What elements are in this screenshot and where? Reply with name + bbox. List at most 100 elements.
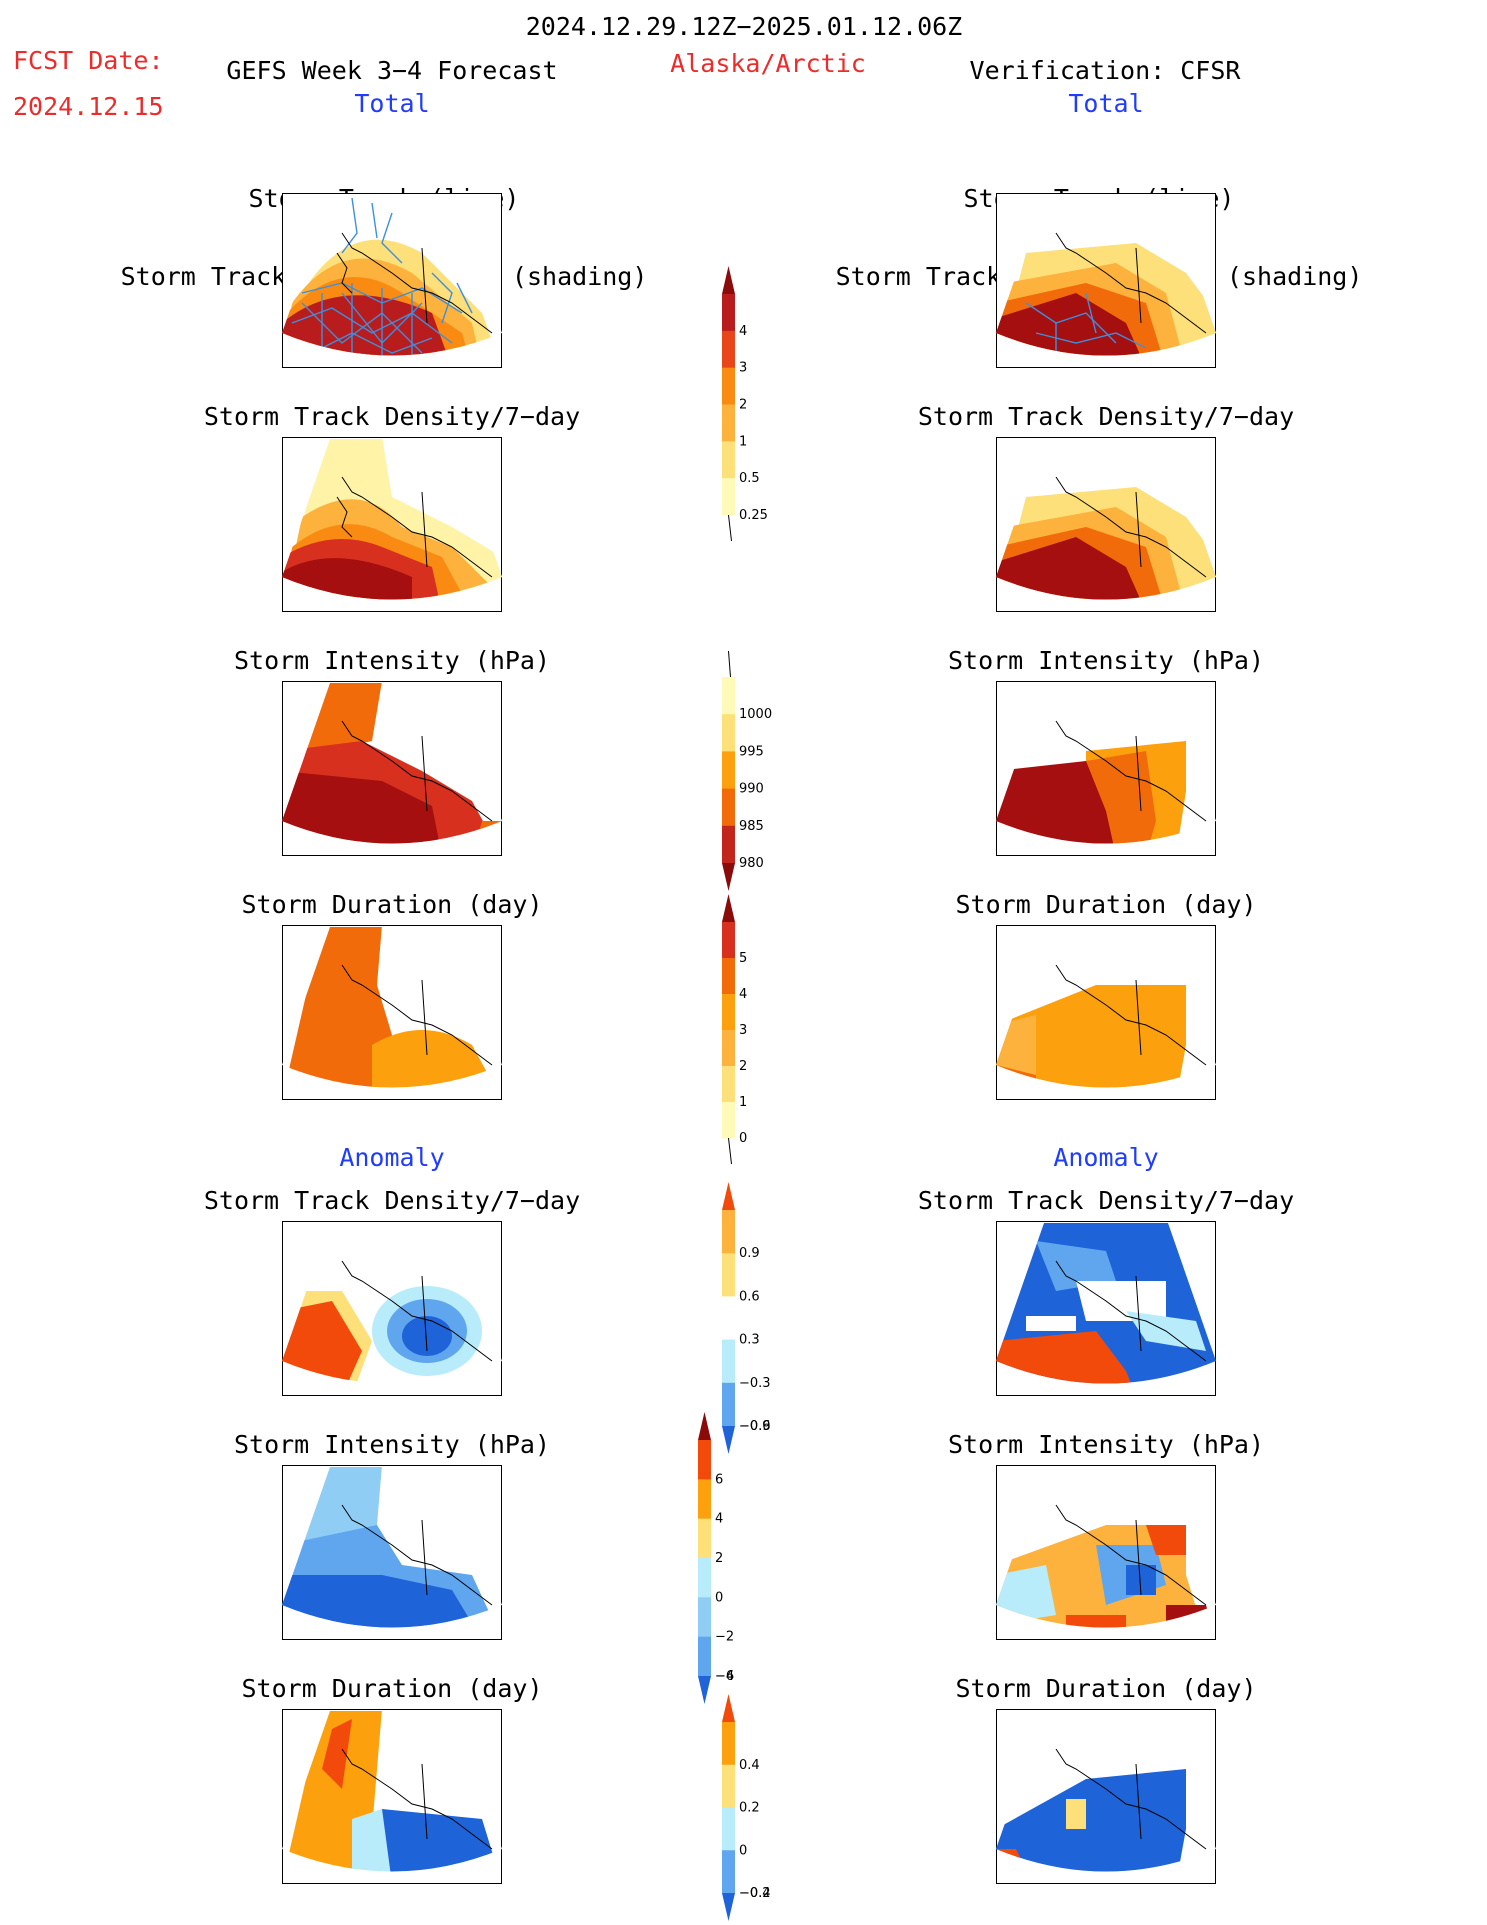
- colorbar-segment: [722, 677, 735, 715]
- colorbar-intensity-anomaly: 6 4 2 0 −2 −4−6: [698, 1412, 734, 1704]
- colorbar-tick-label: 1: [739, 1095, 747, 1110]
- colorbar-segment: [722, 1764, 735, 1808]
- colorbar-segment: [698, 1440, 711, 1480]
- colorbar-tick-label: 6: [715, 1472, 723, 1487]
- colorbar-segment: [698, 1636, 711, 1677]
- panel-title-intensity-right: Storm Intensity (hPa): [947, 646, 1265, 675]
- colorbar-top-arrow: [722, 1694, 735, 1722]
- panel-title-density-right: Storm Track Density/7−day: [917, 402, 1295, 431]
- colorbar-segment: [722, 751, 735, 790]
- fcst-date: 2024.12.15: [13, 92, 164, 121]
- map-intensity-forecast: [282, 681, 502, 856]
- colorbar-bottom-tail: [728, 1137, 732, 1165]
- anomaly-label-right: Anomaly: [1053, 1143, 1159, 1172]
- colorbar-tick-label: 0.6: [739, 1289, 760, 1304]
- colorbar-tick-label: 4: [739, 987, 747, 1002]
- colorbar-tick-label: 1: [739, 434, 747, 449]
- colorbar-tick-label: 995: [739, 744, 764, 759]
- colorbar-tick-label: 0: [739, 1131, 747, 1146]
- colorbar-tick-label: −0.3: [739, 1376, 771, 1391]
- colorbar-tick-label: 4: [715, 1512, 723, 1527]
- colorbar-tick-label: 0.2: [739, 1801, 760, 1816]
- right-column-title: Verification: CFSR: [969, 56, 1241, 85]
- colorbar-segment: [722, 788, 735, 827]
- panel-title-density-left: Storm Track Density/7−day: [203, 402, 581, 431]
- colorbar-tick-label: 5: [739, 951, 747, 966]
- map-track-verification: [996, 193, 1216, 368]
- colorbar-tick-label: 0.25: [739, 508, 768, 523]
- colorbar-tick-label: 0.4: [739, 1758, 760, 1773]
- map-duration-anomaly-forecast: [282, 1709, 502, 1884]
- map-intensity-verification: [996, 681, 1216, 856]
- colorbar-tick-label: 3: [739, 361, 747, 376]
- colorbar-top-tail: [728, 650, 731, 678]
- map-density-forecast: [282, 437, 502, 612]
- colorbar-tick-label: −6: [715, 1669, 734, 1684]
- colorbar-segment: [722, 1382, 735, 1427]
- colorbar-intensity-total: 1000 995 990 985 980: [722, 650, 772, 891]
- colorbar-segment: [722, 294, 735, 332]
- colorbar-density-total: 4 3 2 1 0.5 0.25: [722, 266, 768, 542]
- colorbar-tick-label: −2: [715, 1630, 734, 1645]
- colorbar-segment: [722, 1030, 735, 1067]
- colorbar-bottom-arrow: [722, 863, 735, 891]
- colorbar-tick-label: 4: [739, 324, 747, 339]
- left-column-title: GEFS Week 3−4 Forecast: [226, 56, 558, 85]
- colorbar-tick-label: 1000: [739, 707, 772, 722]
- colorbar-tick-label: 0.5: [739, 471, 760, 486]
- colorbar-segment: [722, 1102, 735, 1139]
- panel-title-anom-intensity-right: Storm Intensity (hPa): [947, 1430, 1265, 1459]
- colorbar-segment: [698, 1558, 711, 1598]
- colorbar-top-arrow: [722, 266, 735, 294]
- colorbar-segment: [722, 1210, 735, 1254]
- total-label-right: Total: [1068, 89, 1144, 118]
- colorbar-tick-label: −0.2: [739, 1886, 771, 1901]
- colorbar-segment: [722, 825, 735, 864]
- panel-title-duration-left: Storm Duration (day): [241, 890, 543, 919]
- colorbar-bottom-tail: [728, 514, 732, 542]
- colorbar-segment: [722, 330, 735, 369]
- date-range: 2024.12.29.12Z−2025.01.12.06Z: [525, 12, 963, 41]
- colorbar-tick-label: 990: [739, 782, 764, 797]
- colorbar-segment: [722, 994, 735, 1031]
- map-duration-forecast: [282, 925, 502, 1100]
- colorbar-duration-total: 5 4 3 2 1 0: [722, 894, 747, 1165]
- colorbar-tick-label: 2: [739, 1059, 747, 1074]
- map-duration-anomaly-verification: [996, 1709, 1216, 1884]
- colorbar-segment: [722, 367, 735, 405]
- colorbar-tick-label: −0.4: [739, 1886, 771, 1901]
- colorbar-tick-label: 980: [739, 856, 764, 871]
- total-label-left: Total: [354, 89, 430, 118]
- colorbar-tick-label: 0.3: [739, 1333, 760, 1348]
- colorbar-duration-anomaly: 0.4 0.2 0 −0.2−0.4: [722, 1694, 771, 1921]
- colorbar-segment: [722, 958, 735, 995]
- fcst-label: FCST Date:: [13, 46, 164, 75]
- colorbar-tick-label: 3: [739, 1023, 747, 1038]
- colorbar-tick-label: 985: [739, 819, 764, 834]
- map-intensity-anomaly-forecast: [282, 1465, 502, 1640]
- map-density-anomaly-verification: [996, 1221, 1216, 1396]
- colorbar-tick-label: 0: [715, 1590, 723, 1605]
- colorbar-segment: [722, 1807, 735, 1851]
- colorbar-segment: [722, 404, 735, 442]
- colorbar-segment: [722, 441, 735, 479]
- panel-title-anom-duration-left: Storm Duration (day): [241, 1674, 543, 1703]
- panel-title-anom-intensity-left: Storm Intensity (hPa): [233, 1430, 551, 1459]
- colorbar-top-arrow: [722, 894, 735, 922]
- colorbar-segment: [722, 478, 735, 516]
- colorbar-tick-label: −4: [715, 1669, 734, 1684]
- colorbar-tick-label: 2: [715, 1551, 723, 1566]
- colorbar-segment: [722, 1296, 735, 1341]
- colorbar-top-arrow: [722, 1182, 735, 1210]
- colorbar-tick-label: 0: [739, 1843, 747, 1858]
- region-label: Alaska/Arctic: [670, 49, 866, 78]
- anomaly-label-left: Anomaly: [339, 1143, 445, 1172]
- colorbar-bottom-arrow: [722, 1426, 735, 1454]
- map-density-anomaly-forecast: [282, 1221, 502, 1396]
- colorbar-segment: [722, 1722, 735, 1766]
- colorbar-tick-label: 2: [739, 398, 747, 413]
- colorbar-segment: [722, 1339, 735, 1384]
- colorbar-segment: [722, 922, 735, 959]
- panel-title-intensity-left: Storm Intensity (hPa): [233, 646, 551, 675]
- panel-title-anom-density-left: Storm Track Density/7−day: [203, 1186, 581, 1215]
